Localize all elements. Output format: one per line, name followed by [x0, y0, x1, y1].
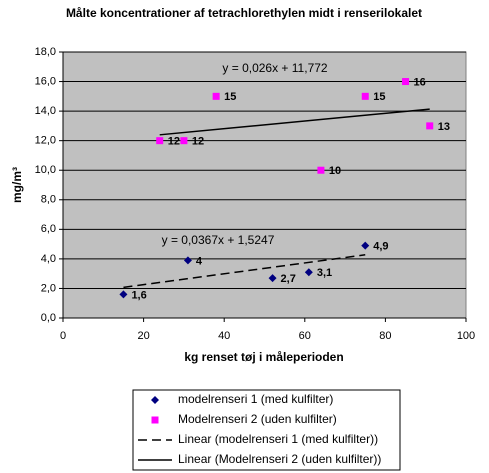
x-tick-label: 20 — [137, 330, 149, 342]
x-tick-label: 80 — [379, 330, 391, 342]
legend-marker — [151, 396, 159, 404]
point — [304, 268, 313, 277]
x-tick-label: 100 — [457, 330, 475, 342]
y-tick-label: 0,0 — [41, 312, 56, 324]
y-tick-label: 4,0 — [41, 253, 56, 265]
point — [180, 137, 188, 145]
legend-label: Linear (modelrenseri 1 (med kulfilter)) — [178, 432, 378, 446]
point — [156, 137, 164, 145]
legend-label: Linear (Modelrenseri 2 (uden kulfilter)) — [178, 452, 381, 466]
x-tick-label: 60 — [299, 330, 311, 342]
y-tick-label: 16,0 — [35, 75, 56, 87]
legend — [132, 389, 401, 471]
plot-area — [62, 51, 467, 319]
data-label: 4 — [196, 255, 203, 267]
y-tick-label: 8,0 — [41, 194, 56, 206]
data-label: 12 — [168, 136, 180, 148]
data-label: 12 — [192, 136, 204, 148]
trendline-equation: y = 0,0367x + 1,5247 — [162, 233, 275, 247]
data-label: 4,9 — [373, 240, 388, 252]
x-tick-label: 0 — [60, 330, 66, 342]
y-tick-label: 14,0 — [35, 105, 56, 117]
trendline — [123, 254, 366, 289]
y-axis-label: mg/m³ — [10, 167, 24, 203]
point — [426, 122, 434, 130]
chart-title: Målte koncentrationer af tetrachlorethyl… — [66, 6, 422, 20]
legend-marker — [151, 416, 159, 424]
trendline — [159, 108, 430, 136]
point — [361, 241, 370, 250]
point — [119, 290, 128, 299]
y-tick-label: 6,0 — [41, 223, 56, 235]
point — [361, 92, 369, 100]
point — [268, 274, 277, 283]
data-label: 15 — [224, 91, 236, 103]
point — [317, 166, 325, 174]
data-label: 13 — [438, 121, 450, 133]
data-label: 16 — [414, 76, 426, 88]
data-label: 15 — [373, 91, 385, 103]
point — [212, 92, 220, 100]
x-axis-label: kg renset tøj i måleperioden — [184, 350, 343, 364]
point — [402, 78, 410, 86]
y-tick-label: 10,0 — [35, 164, 56, 176]
y-tick-label: 2,0 — [41, 282, 56, 294]
data-label: 10 — [329, 165, 341, 177]
data-label: 1,6 — [131, 289, 146, 301]
legend-label: Modelrenseri 2 (uden kulfilter) — [178, 412, 337, 426]
x-tick-label: 40 — [218, 330, 230, 342]
data-label: 3,1 — [317, 267, 332, 279]
y-tick-label: 18,0 — [35, 46, 56, 58]
data-label: 2,7 — [281, 273, 296, 285]
y-tick-label: 12,0 — [35, 135, 56, 147]
trendline-equation: y = 0,026x + 11,772 — [222, 61, 328, 75]
legend-label: modelrenseri 1 (med kulfilter) — [178, 392, 333, 406]
point — [183, 256, 192, 265]
